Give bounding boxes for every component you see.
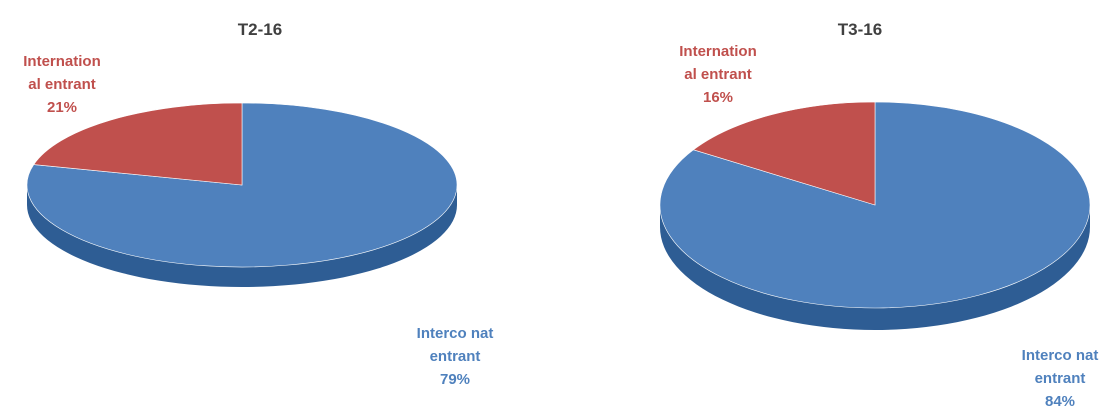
- chart-title: T3-16: [837, 20, 883, 39]
- pie-chart-t3-16: T3-16 Interco nat entrant 84% Internation al…: [600, 0, 1115, 415]
- pie-slice: [692, 101, 876, 206]
- pie-chart-t2-16: T2-16 Interco nat entrant 79% Internation al…: [0, 0, 520, 415]
- chart-title: T2-16: [237, 20, 283, 39]
- slice-label: Internation al entrant 21%: [23, 53, 101, 116]
- pie-side-wall: [27, 185, 457, 287]
- pie-slice: [33, 102, 243, 186]
- slice-label: Internation al entrant 16%: [679, 43, 757, 106]
- slice-label: Interco nat entrant 79%: [417, 325, 494, 388]
- slice-label: Interco nat entrant 84%: [1022, 347, 1099, 410]
- pie-svg: Interco nat entrant 84% Internation al entra…: [659, 43, 1099, 410]
- pie-svg: Interco nat entrant 79% Internation al entra…: [23, 53, 494, 388]
- pie-side-wall: [660, 205, 1090, 330]
- pie-slice: [659, 101, 1091, 309]
